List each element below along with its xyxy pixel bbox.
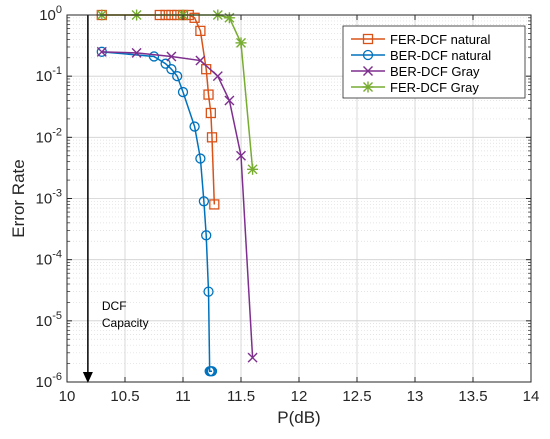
series-fer-dcf-natural	[96, 9, 220, 210]
legend-label: FER-DCF natural	[390, 32, 491, 47]
x-tick-label: 11.5	[227, 388, 255, 405]
data-point-fer-dcf-natural	[209, 199, 220, 210]
x-tick-label: 13.5	[458, 388, 487, 405]
capacity-arrow-head	[82, 372, 93, 383]
legend-marker	[362, 81, 374, 93]
capacity-annotation: DCF Capacity	[82, 15, 149, 383]
data-point-ber-dcf-gray	[236, 150, 246, 161]
series-line-ber-dcf-gray	[101, 51, 254, 358]
data-point-fer-dcf-natural	[205, 107, 216, 119]
legend-item-fer-dcf-natural: FER-DCF natural	[351, 32, 491, 47]
data-point-fer-dcf-gray	[223, 12, 235, 24]
y-tick-label: 100	[39, 4, 62, 24]
axis-ticks	[66, 14, 532, 383]
legend-item-ber-dcf-natural: BER-DCF natural	[351, 48, 491, 63]
data-point-fer-dcf-natural	[189, 12, 200, 23]
y-tick-label: 10-4	[36, 249, 62, 269]
data-point-ber-dcf-gray	[96, 46, 107, 57]
data-point-fer-dcf-gray	[235, 37, 247, 49]
y-tick-label: 10-1	[36, 65, 62, 85]
x-tick-label: 11	[175, 388, 191, 405]
series-line-fer-dcf-gray	[101, 14, 254, 170]
legend-label: FER-DCF Gray	[390, 80, 479, 95]
x-axis-label: P(dB)	[277, 408, 320, 427]
legend-label: BER-DCF natural	[390, 48, 491, 63]
x-tick-label: 10.5	[110, 388, 139, 405]
x-tick-label: 14	[523, 388, 540, 405]
data-point-ber-dcf-natural	[189, 121, 200, 132]
capacity-annotation-text: DCF	[102, 299, 127, 313]
data-point-ber-dcf-natural	[166, 64, 177, 75]
series-fer-dcf-gray	[96, 9, 259, 175]
series-ber-dcf-natural	[96, 46, 218, 377]
x-tick-label: 10	[59, 388, 76, 405]
y-tick-label: 10-6	[36, 371, 62, 391]
tick-labels: 10 10.5 11 11.5 12 12.5 13 13.5 14 10-6 10-5 10-4 10…	[36, 4, 540, 405]
y-axis-label: Error Rate	[9, 159, 28, 237]
data-point-ber-dcf-gray	[195, 55, 206, 66]
data-point-ber-dcf-gray	[247, 352, 258, 363]
capacity-annotation-text: Capacity	[102, 316, 149, 330]
y-tick-label: 10-5	[36, 310, 62, 330]
legend-item-fer-dcf-gray: FER-DCF Gray	[351, 80, 479, 95]
y-tick-label: 10-2	[36, 126, 62, 146]
series-line-ber-dcf-natural	[101, 51, 212, 372]
data-point-fer-dcf-gray	[247, 163, 259, 175]
legend-marker	[362, 49, 374, 61]
legend-box	[342, 25, 526, 99]
x-tick-label: 13	[407, 388, 424, 405]
data-point-ber-dcf-gray	[166, 51, 177, 62]
x-tick-label: 12.5	[342, 388, 371, 405]
data-point-ber-dcf-natural	[201, 230, 212, 241]
data-point-ber-dcf-gray	[212, 71, 223, 82]
x-tick-label: 12	[291, 388, 308, 405]
data-point-ber-dcf-natural	[160, 58, 171, 69]
data-point-ber-dcf-natural	[195, 153, 206, 164]
data-point-ber-dcf-natural	[177, 86, 189, 98]
data-point-ber-dcf-natural	[203, 286, 214, 297]
series-line-fer-dcf-natural	[101, 14, 216, 205]
data-point-fer-dcf-natural	[195, 25, 206, 37]
data-point-ber-dcf-natural	[206, 366, 218, 377]
data-point-ber-dcf-natural	[198, 196, 210, 207]
legend-marker	[363, 66, 373, 76]
legend-label: BER-DCF Gray	[390, 64, 480, 79]
data-point-ber-dcf-natural	[172, 71, 183, 82]
data-point-ber-dcf-gray	[131, 47, 142, 58]
legend-item-ber-dcf-gray: BER-DCF Gray	[351, 64, 480, 79]
data-point-ber-dcf-gray	[224, 95, 235, 106]
data-point-fer-dcf-natural	[203, 89, 214, 100]
series-ber-dcf-gray	[96, 46, 258, 363]
data-point-ber-dcf-natural	[148, 51, 160, 62]
legend-marker	[362, 33, 374, 45]
y-tick-label: 10-3	[36, 188, 62, 208]
data-point-fer-dcf-natural	[206, 132, 218, 143]
